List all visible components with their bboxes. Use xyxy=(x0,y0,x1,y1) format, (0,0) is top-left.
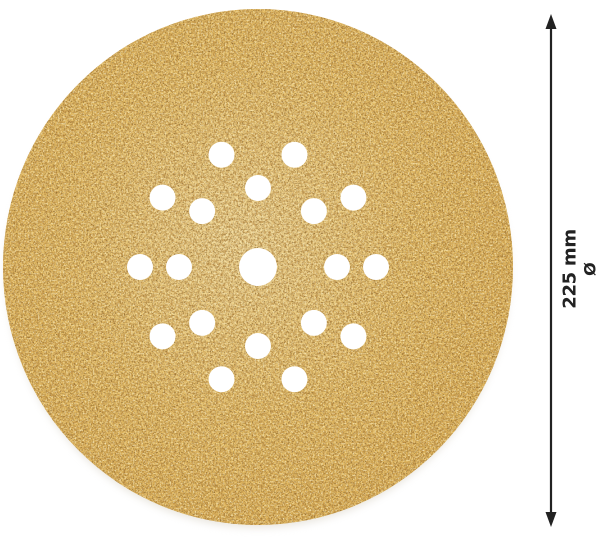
disc-hole xyxy=(300,309,327,336)
dimension-label: 225 mm Ø xyxy=(559,229,600,309)
disc-hole xyxy=(189,309,216,336)
disc-hole xyxy=(340,184,367,211)
disc-hole xyxy=(324,254,350,280)
disc-hole xyxy=(166,254,192,280)
disc-hole xyxy=(340,323,367,350)
disc-hole xyxy=(281,366,308,393)
dimension-indicator xyxy=(545,14,557,527)
disc-hole xyxy=(281,141,308,168)
disc-hole xyxy=(300,198,327,225)
disc-hole xyxy=(239,248,277,286)
sanding-disc xyxy=(3,9,513,528)
disc-hole xyxy=(208,366,235,393)
disc-hole xyxy=(363,254,389,280)
disc-hole xyxy=(149,184,176,211)
dimension-value: 225 mm xyxy=(559,229,581,309)
disc-hole xyxy=(127,254,153,280)
sandpaper-texture xyxy=(3,9,513,525)
disc-hole xyxy=(245,175,271,201)
disc-hole xyxy=(245,333,271,359)
arrow-up-icon xyxy=(545,14,557,29)
disc-hole xyxy=(208,141,235,168)
disc-holes xyxy=(127,141,389,393)
arrow-down-icon xyxy=(545,512,557,527)
diameter-symbol-icon: Ø xyxy=(580,262,600,276)
disc-hole xyxy=(189,198,216,225)
disc-hole xyxy=(149,323,176,350)
